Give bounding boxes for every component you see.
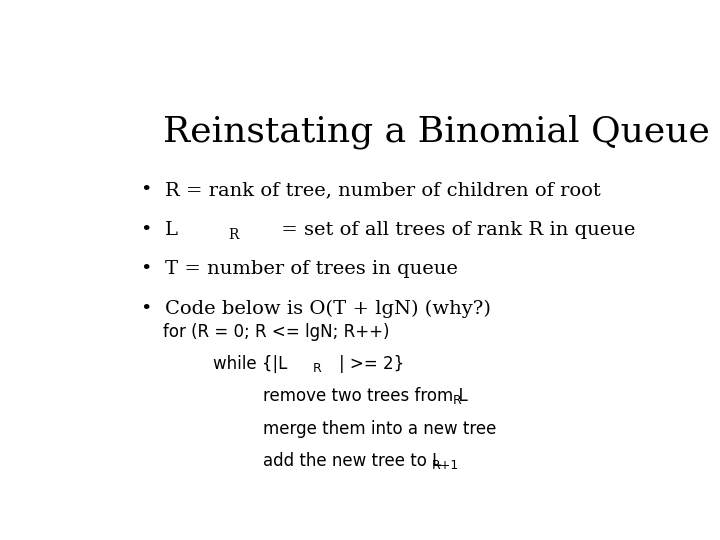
Text: add the new tree to L: add the new tree to L	[263, 453, 441, 470]
Text: •: •	[140, 221, 152, 239]
Text: R: R	[228, 228, 238, 242]
Text: L: L	[166, 221, 179, 239]
Text: while {|L: while {|L	[213, 355, 287, 373]
Text: •: •	[140, 181, 152, 199]
Text: •: •	[140, 260, 152, 278]
Text: •: •	[140, 300, 152, 318]
Text: = set of all trees of rank R in queue: = set of all trees of rank R in queue	[275, 221, 635, 239]
Text: T = number of trees in queue: T = number of trees in queue	[166, 260, 458, 278]
Text: Reinstating a Binomial Queue: Reinstating a Binomial Queue	[163, 114, 709, 149]
Text: R = rank of tree, number of children of root: R = rank of tree, number of children of …	[166, 181, 601, 199]
Text: remove two trees from L: remove two trees from L	[263, 388, 468, 406]
Text: for (R = 0; R <= lgN; R++): for (R = 0; R <= lgN; R++)	[163, 322, 389, 341]
Text: | >= 2}: | >= 2}	[339, 355, 404, 373]
Text: R: R	[312, 362, 321, 375]
Text: merge them into a new tree: merge them into a new tree	[263, 420, 496, 438]
Text: R+1: R+1	[432, 459, 459, 472]
Text: Code below is O(T + lgN) (why?): Code below is O(T + lgN) (why?)	[166, 300, 491, 318]
Text: R: R	[452, 394, 462, 407]
